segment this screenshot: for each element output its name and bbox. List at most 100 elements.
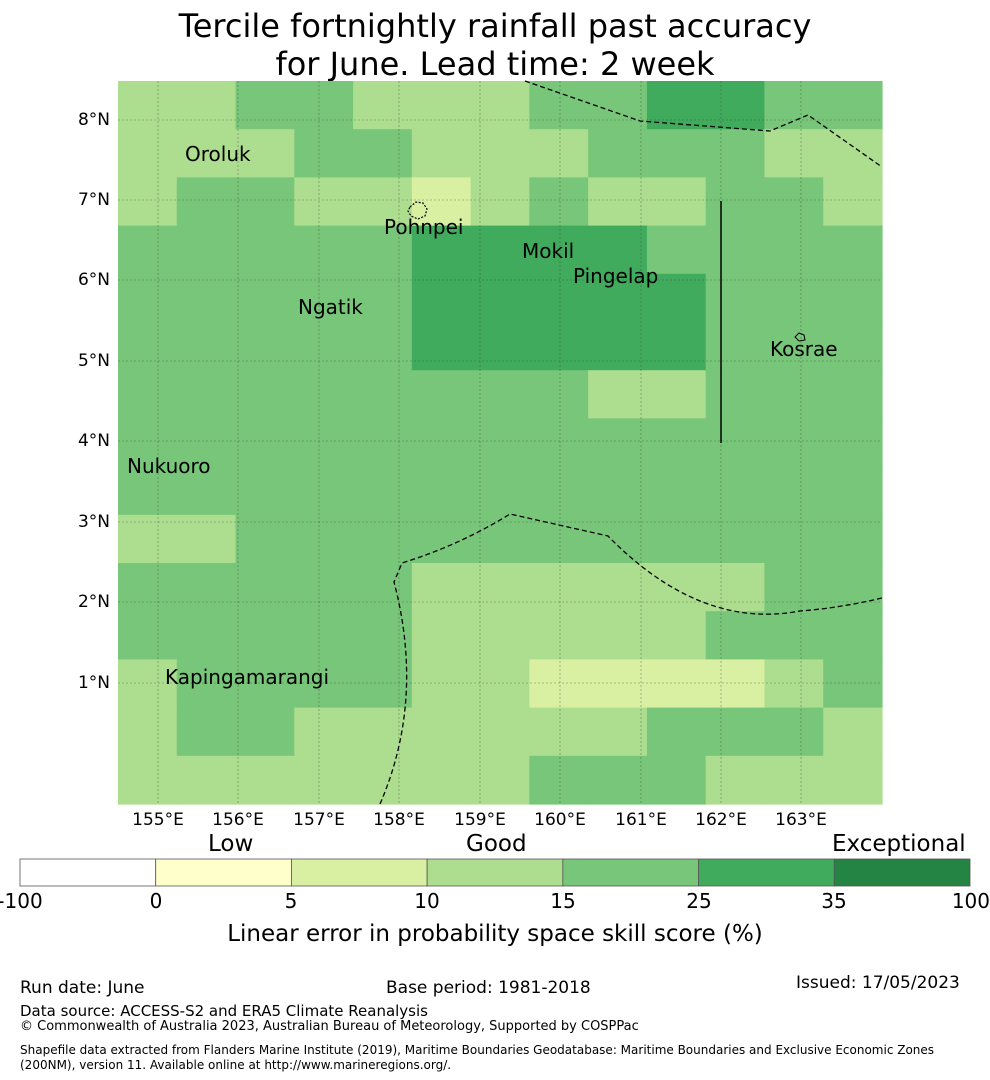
colorbar-tick-label: 25 <box>686 889 712 913</box>
lat-tick-label: 1°N <box>77 673 110 693</box>
skill-cell <box>353 225 413 275</box>
skill-cell <box>353 707 413 757</box>
skill-cell <box>353 322 413 371</box>
skill-cell <box>588 225 648 275</box>
skill-cell <box>118 514 178 564</box>
lon-tick-label: 163°E <box>775 810 827 830</box>
skill-cell <box>176 322 237 371</box>
skill-cell <box>353 273 413 323</box>
skill-cell <box>470 659 530 709</box>
skill-cell <box>294 273 354 323</box>
lon-tick-label: 159°E <box>454 810 506 830</box>
skill-cell <box>705 322 766 371</box>
skill-cell <box>118 659 178 709</box>
skill-cell <box>235 707 295 757</box>
skill-cell <box>470 370 530 419</box>
skill-cell <box>470 707 530 757</box>
skill-cell <box>646 755 707 805</box>
skill-cell <box>411 129 472 178</box>
skill-cell <box>764 273 824 323</box>
skill-cell <box>118 225 178 275</box>
skill-cell <box>470 129 530 178</box>
skill-cell <box>235 659 295 709</box>
skill-cell <box>353 177 413 227</box>
skill-cell <box>411 659 472 709</box>
place-label-kosrae: Kosrae <box>770 337 838 361</box>
skill-cell <box>118 707 178 757</box>
colorbar-tick-label: 10 <box>414 889 440 913</box>
skill-cell <box>411 81 472 130</box>
skill-cell <box>176 177 237 227</box>
skill-cell <box>764 611 824 660</box>
skill-cell <box>411 611 472 660</box>
skill-cell <box>823 322 883 371</box>
skill-cell <box>235 129 295 178</box>
lat-tick-label: 3°N <box>77 512 110 532</box>
skill-cell <box>353 563 413 612</box>
place-label-pohnpei: Pohnpei <box>384 215 464 239</box>
skill-cell <box>411 225 472 275</box>
skill-cell <box>764 129 824 178</box>
lon-tick-label: 161°E <box>615 810 667 830</box>
skill-cell <box>294 611 354 660</box>
colorbar-tick-label: 0 <box>149 889 163 913</box>
skill-cell <box>764 514 824 564</box>
skill-cell <box>235 81 295 130</box>
skill-cell <box>823 707 883 757</box>
skill-cell <box>588 370 648 419</box>
skill-cell <box>764 370 824 419</box>
skill-cell <box>529 514 589 564</box>
skill-cell <box>823 225 883 275</box>
skill-cell <box>411 322 472 371</box>
colorbar-category-low: Low <box>208 831 254 857</box>
skill-cell <box>470 563 530 612</box>
skill-cell <box>588 563 648 612</box>
skill-cell <box>353 755 413 805</box>
skill-cell <box>176 370 237 419</box>
skill-cell <box>176 611 237 660</box>
skill-cell <box>529 129 589 178</box>
skill-cell <box>118 273 178 323</box>
lat-tick-label: 5°N <box>77 351 110 371</box>
skill-cell <box>294 514 354 564</box>
colorbar-tick-label: 5 <box>284 889 298 913</box>
skill-cell <box>294 707 354 757</box>
skill-cell <box>588 322 648 371</box>
lon-tick-label: 155°E <box>132 810 184 830</box>
skill-cell <box>176 514 237 564</box>
skill-cell <box>823 370 883 419</box>
skill-cell <box>588 514 648 564</box>
skill-cell <box>588 755 648 805</box>
forecast-map: Oroluk Pohnpei Mokil Pingelap Ngatik Kos… <box>118 80 883 805</box>
skill-cell <box>646 418 707 468</box>
skill-cell <box>823 273 883 323</box>
skill-cell <box>646 707 707 757</box>
colorbar-swatch <box>155 858 292 887</box>
skill-cell <box>823 418 883 468</box>
skill-cell <box>588 707 648 757</box>
skill-cell <box>235 225 295 275</box>
skill-cell <box>705 129 766 178</box>
skill-cell <box>176 755 237 805</box>
lat-tick-label: 7°N <box>77 190 110 210</box>
skill-cell <box>823 611 883 660</box>
skill-cell <box>294 370 354 419</box>
skill-cell <box>353 418 413 468</box>
skill-cell <box>470 466 530 516</box>
shapefile-credit: Shapefile data extracted from Flanders M… <box>20 1043 935 1072</box>
skill-cell <box>705 273 766 323</box>
skill-cell <box>353 129 413 178</box>
skill-cell <box>353 659 413 709</box>
skill-cell <box>235 418 295 468</box>
colorbar-swatch <box>833 858 971 887</box>
skill-cell <box>646 466 707 516</box>
skill-cell <box>588 659 648 709</box>
place-label-oroluk: Oroluk <box>185 142 251 166</box>
colorbar-swatch <box>562 858 699 887</box>
skill-cell <box>823 466 883 516</box>
colorbar-label: Linear error in probability space skill … <box>227 921 763 947</box>
skill-cell <box>470 322 530 371</box>
skill-cell <box>235 563 295 612</box>
skill-cell <box>646 225 707 275</box>
skill-cell <box>529 81 589 130</box>
